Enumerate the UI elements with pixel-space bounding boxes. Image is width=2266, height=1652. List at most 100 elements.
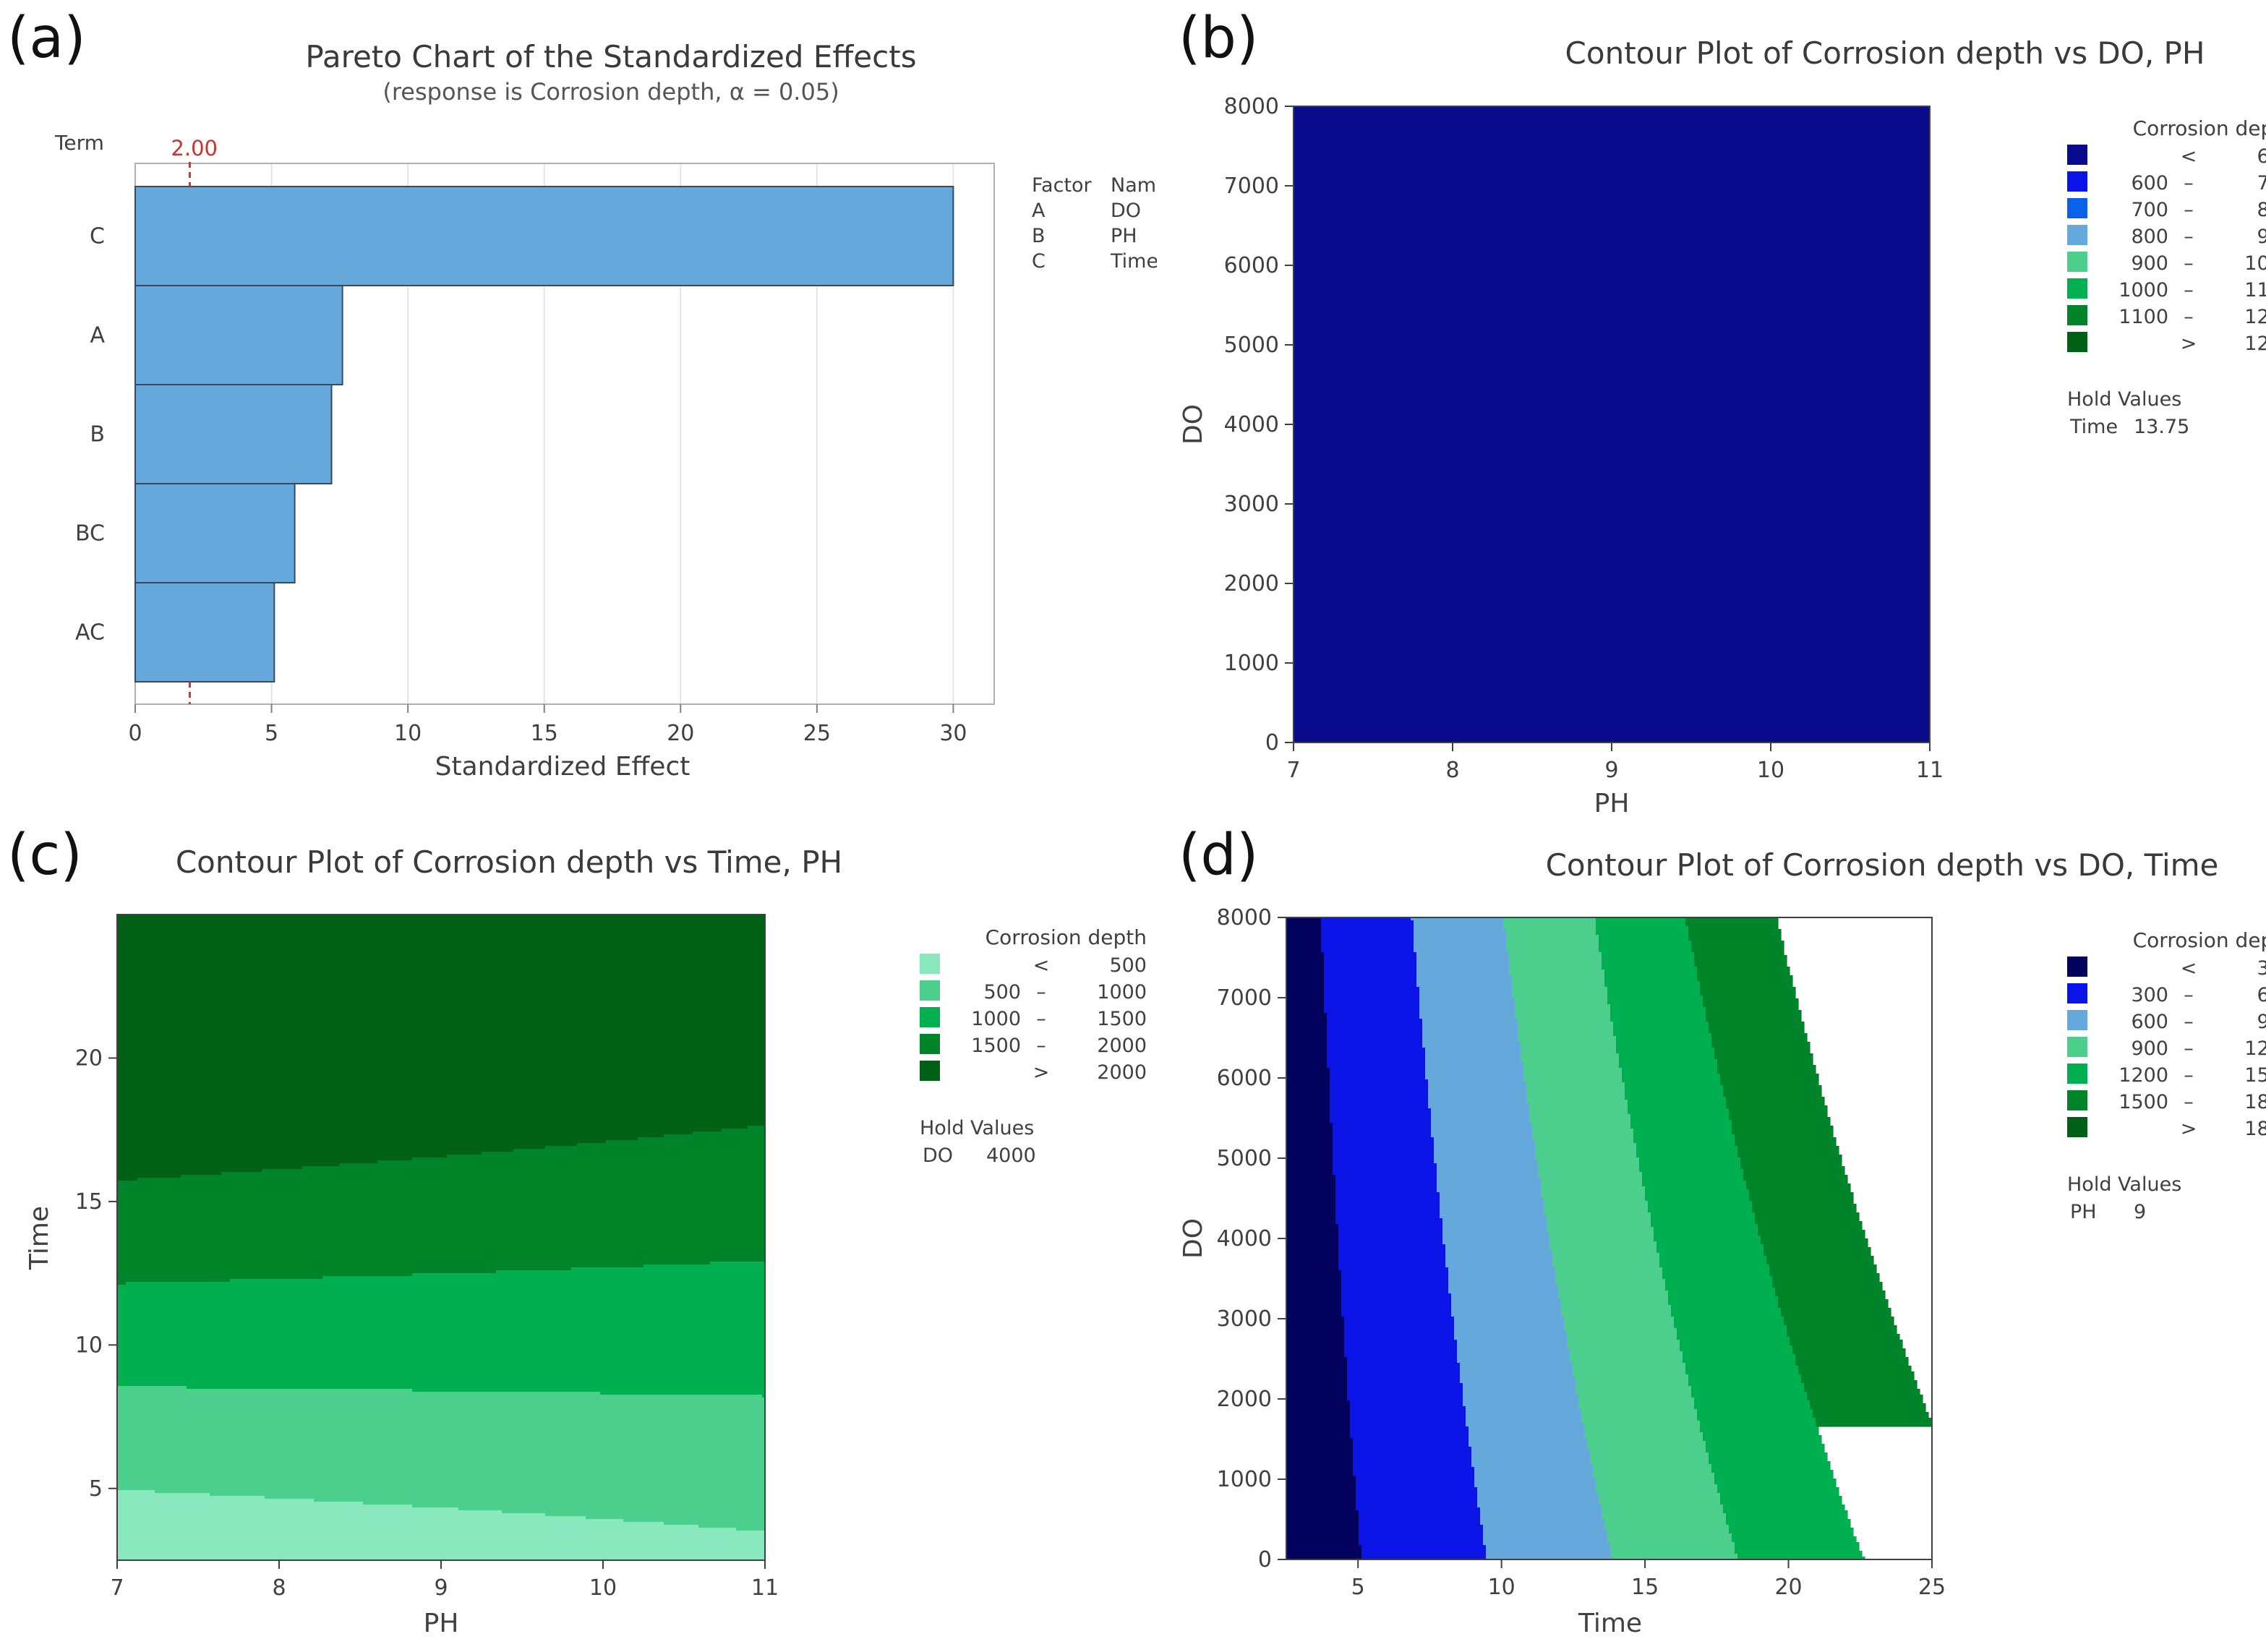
contour-band-4 <box>117 1152 482 1155</box>
contour-band-4 <box>1607 990 1701 993</box>
contour-band-0 <box>1294 288 1931 292</box>
legend-lo-3: 900 <box>2131 1037 2168 1060</box>
contour-band-0 <box>1294 213 1931 217</box>
contour-band-2 <box>1457 1343 1568 1346</box>
contour-band-1 <box>1324 975 1417 979</box>
contour-band-0 <box>1294 199 1931 202</box>
legend-hi-6: 1200 <box>2244 306 2266 328</box>
contour-band-5 <box>1810 1400 1923 1404</box>
contour-band-4 <box>1659 1262 1767 1265</box>
contour-band-2 <box>644 1264 766 1268</box>
contour-band-3 <box>1529 1108 1628 1112</box>
y-tick-label: 0 <box>1265 730 1279 756</box>
contour-band-5 <box>1711 1036 1808 1040</box>
legend-lo-2: 1000 <box>971 1008 1021 1030</box>
contour-band-4 <box>117 1131 693 1135</box>
contour-band-0 <box>1286 920 1322 924</box>
contour-band-2 <box>1419 1010 1515 1014</box>
contour-band-0 <box>1286 1542 1359 1546</box>
contour-band-5 <box>1790 1340 1903 1343</box>
contour-band-0 <box>1286 1363 1348 1366</box>
contour-band-1 <box>117 1481 766 1485</box>
contour-band-2 <box>117 1363 766 1366</box>
contour-band-5 <box>1761 1236 1865 1239</box>
contour-band-4 <box>1602 967 1698 970</box>
contour-band-3 <box>1515 1001 1608 1005</box>
contour-band-5 <box>1717 1062 1813 1066</box>
legend-swatch-6 <box>2067 305 2087 325</box>
contour-band-3 <box>117 1282 127 1285</box>
contour-band-2 <box>322 1276 766 1280</box>
contour-band-2 <box>1451 1296 1559 1300</box>
contour-band-0 <box>1286 1311 1342 1314</box>
contour-band-0 <box>1286 1218 1336 1222</box>
contour-band-3 <box>1564 1319 1675 1323</box>
contour-band-1 <box>1359 1510 1481 1514</box>
contour-band-4 <box>1665 1285 1773 1288</box>
contour-band-3 <box>1578 1400 1695 1404</box>
contour-band-0 <box>1286 1476 1356 1479</box>
contour-band-0 <box>1286 1418 1351 1421</box>
contour-band-3 <box>447 1155 766 1158</box>
contour-band-4 <box>1665 1282 1773 1285</box>
contour-band-5 <box>1694 961 1787 964</box>
x-tick-label: 5 <box>265 721 278 746</box>
contour-band-3 <box>1602 1507 1724 1511</box>
contour-band-5 <box>1795 1360 1909 1364</box>
contour-band-3 <box>1523 1071 1622 1074</box>
legend-dash-1: – <box>1036 981 1046 1003</box>
contour-band-1 <box>1321 935 1414 938</box>
contour-band-0 <box>1294 323 1931 327</box>
contour-band-0 <box>1294 647 1931 651</box>
legend-dash-2: – <box>2184 199 2194 221</box>
contour-band-1 <box>1324 978 1417 982</box>
contour-band-3 <box>117 1224 766 1228</box>
contour-band-5 <box>1700 981 1793 985</box>
contour-band-2 <box>117 1285 766 1288</box>
contour-band-5 <box>1737 1155 1842 1158</box>
contour-band-4 <box>1610 1010 1706 1014</box>
contour-band-3 <box>1602 1513 1727 1517</box>
contour-band-1 <box>1347 1374 1461 1378</box>
contour-band-0 <box>1286 1123 1333 1126</box>
contour-band-5 <box>1697 978 1793 982</box>
contour-band-5 <box>1758 1227 1863 1231</box>
contour-band-1 <box>1347 1371 1461 1375</box>
legend-swatch-6 <box>2067 1117 2087 1137</box>
contour-band-5 <box>1792 1351 1906 1355</box>
contour-band-0 <box>1286 984 1325 988</box>
legend-swatch-0 <box>2067 956 2087 977</box>
contour-band-0 <box>1286 1010 1325 1014</box>
chart-subtitle: (response is Corrosion depth, α = 0.05) <box>382 78 839 106</box>
contour-band-4 <box>1636 1155 1738 1158</box>
contour-band-0 <box>1286 1536 1359 1540</box>
contour-band-1 <box>1333 1137 1435 1141</box>
contour-band-0 <box>117 1545 766 1549</box>
contour-band-2 <box>1416 981 1513 985</box>
contour-band-3 <box>1607 1539 1732 1543</box>
contour-band-4 <box>117 1149 514 1152</box>
contour-band-1 <box>1338 1264 1446 1268</box>
panel-label-b: (b) <box>1179 6 1259 71</box>
contour-band-0 <box>1286 1264 1339 1268</box>
contour-band-5 <box>1801 1380 1917 1384</box>
contour-band-0 <box>1294 497 1931 500</box>
contour-band-0 <box>1294 364 1931 367</box>
contour-band-1 <box>1356 1481 1475 1485</box>
contour-band-5 <box>1752 1210 1857 1213</box>
contour-band-1 <box>1359 1542 1484 1546</box>
contour-band-4 <box>1599 949 1692 953</box>
contour-band-0 <box>1286 1077 1330 1080</box>
contour-band-0 <box>1286 1519 1359 1523</box>
contour-band-4 <box>1607 998 1703 1002</box>
contour-band-2 <box>1434 1152 1536 1155</box>
contour-band-1 <box>1344 1328 1455 1332</box>
contour-band-1 <box>1324 964 1417 967</box>
contour-band-4 <box>1599 946 1692 950</box>
contour-band-4 <box>1709 1458 1828 1462</box>
contour-band-3 <box>1509 952 1602 956</box>
contour-band-3 <box>1526 1097 1625 1100</box>
contour-band-0 <box>1294 254 1931 257</box>
contour-band-1 <box>1324 998 1420 1002</box>
factor-name-B: PH <box>1111 225 1137 247</box>
